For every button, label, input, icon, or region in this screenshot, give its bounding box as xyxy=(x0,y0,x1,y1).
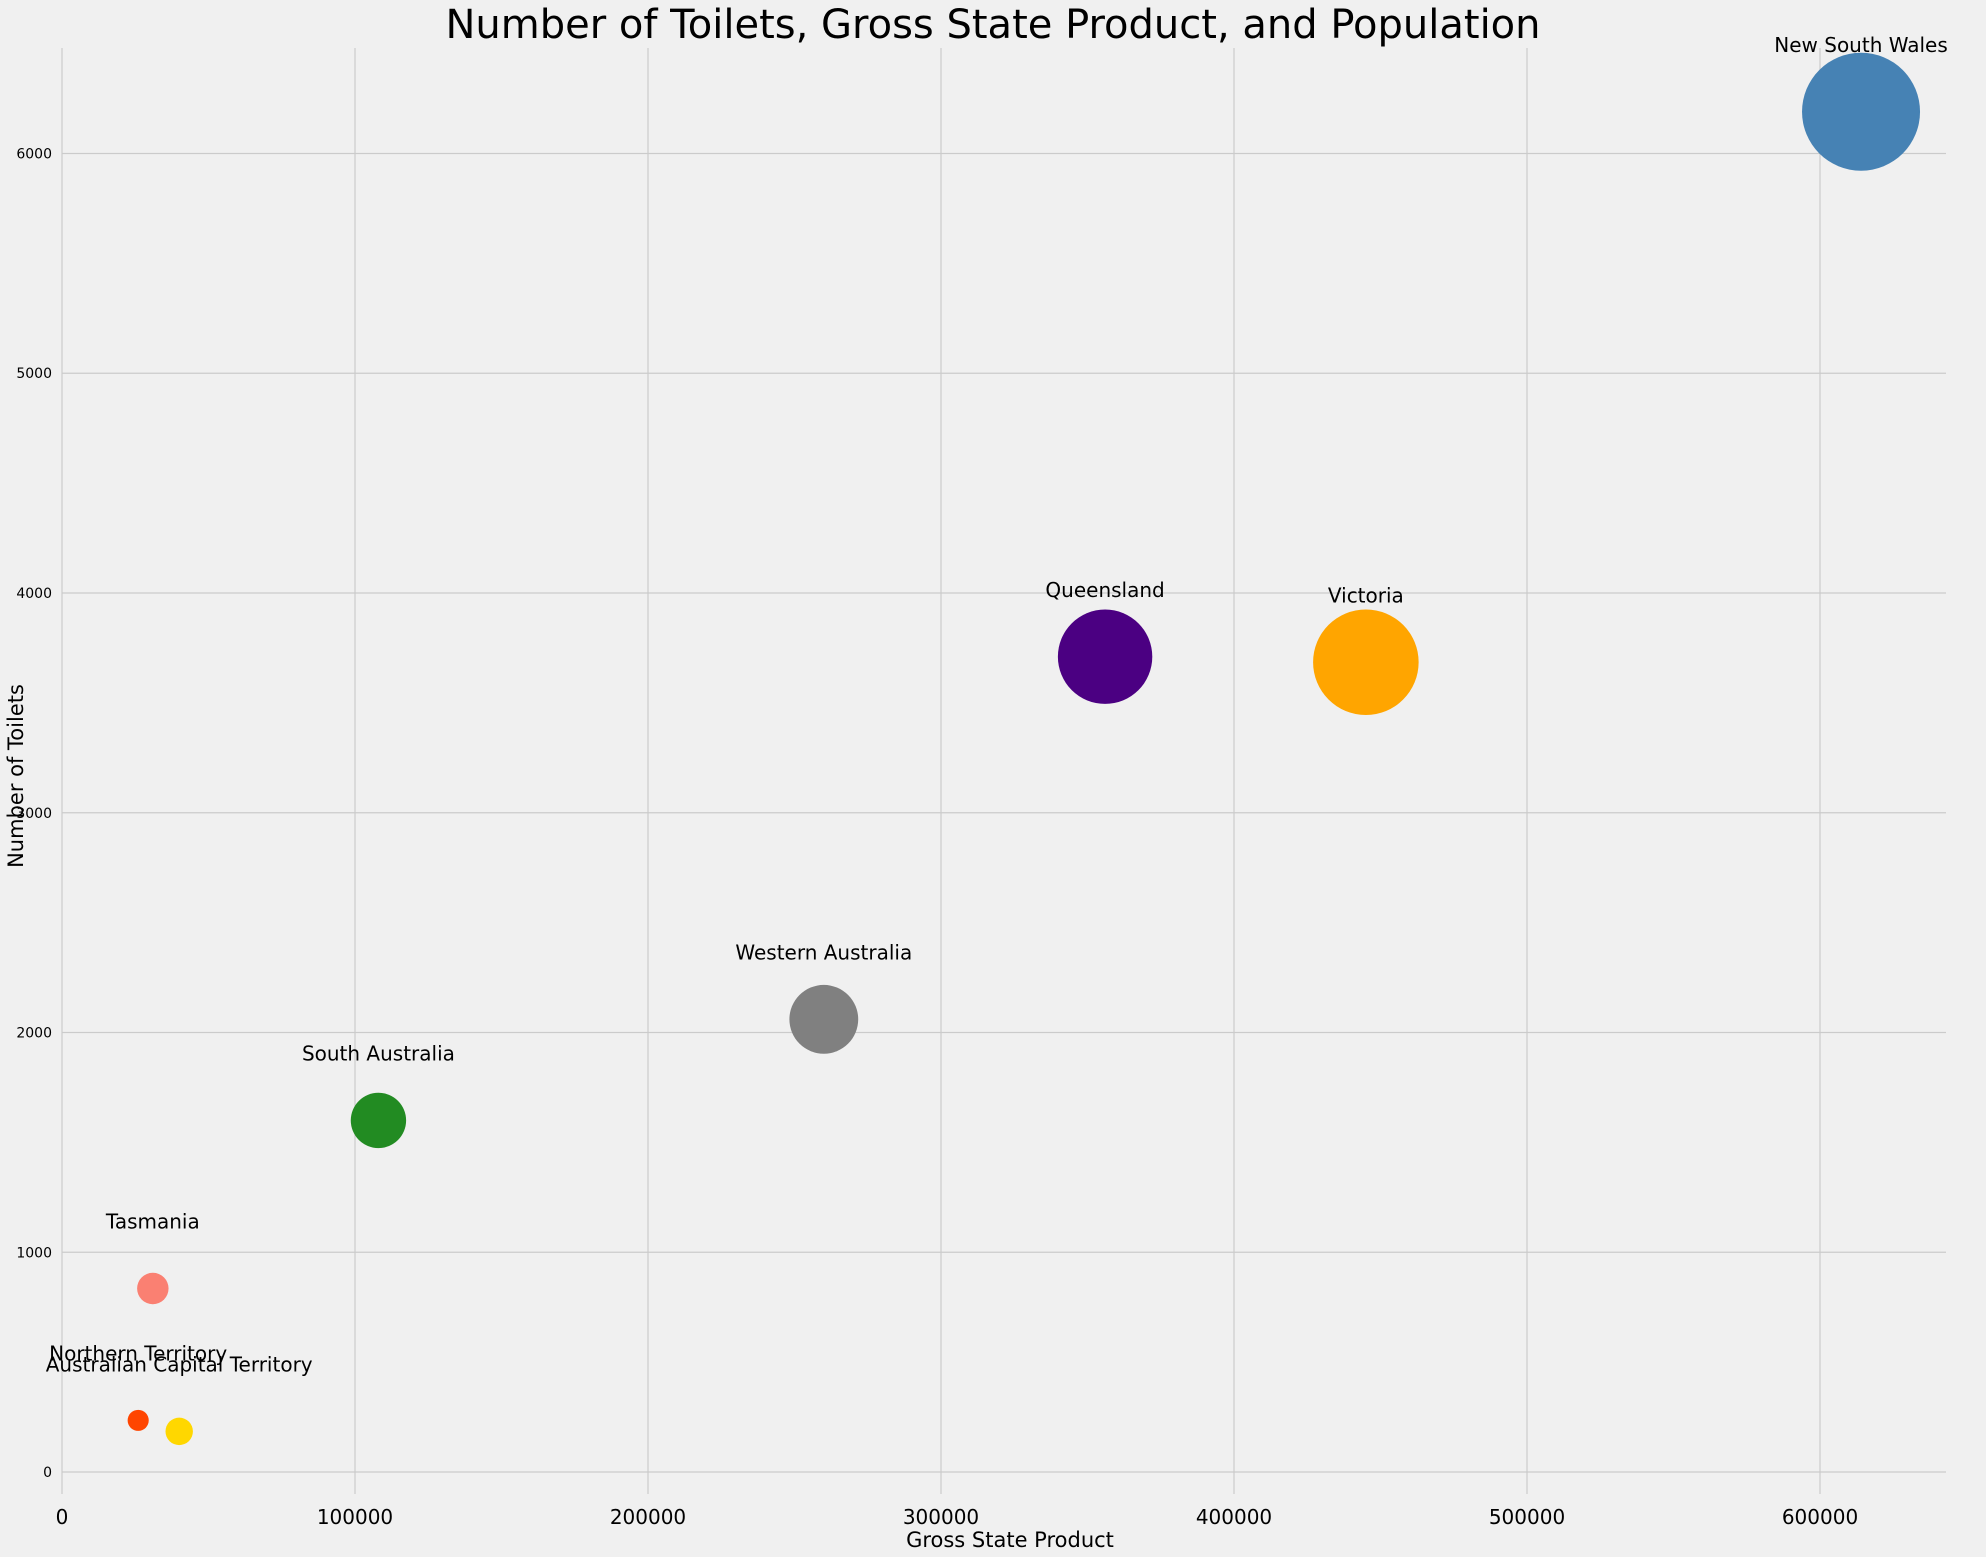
bubble-label: New South Wales xyxy=(1774,33,1948,57)
x-axis-label: Gross State Product xyxy=(906,1528,1114,1552)
y-tick-label: 0 xyxy=(43,1465,52,1481)
bubble-label: Tasmania xyxy=(105,1210,200,1234)
bubble xyxy=(127,1409,149,1431)
y-tick-label: 2000 xyxy=(16,1026,52,1042)
bubbles xyxy=(127,52,1921,1446)
bubble xyxy=(789,984,859,1054)
x-tick-label: 500000 xyxy=(1489,1505,1565,1529)
bubble xyxy=(350,1092,407,1149)
bubble-label: Queensland xyxy=(1045,578,1164,602)
y-tick-label: 1000 xyxy=(16,1245,52,1261)
chart-title: Number of Toilets, Gross State Product, … xyxy=(445,2,1540,48)
y-tick-label: 4000 xyxy=(16,586,52,602)
bubble-label: Australian Capital Territory xyxy=(46,1352,313,1376)
x-tick-label: 0 xyxy=(56,1505,69,1529)
bubble-labels: New South Wales Victoria Queensland Western… xyxy=(46,33,1948,1377)
bubble xyxy=(1057,609,1153,704)
bubble xyxy=(137,1272,169,1305)
bubble xyxy=(1313,609,1419,715)
x-tick-label: 300000 xyxy=(903,1505,979,1529)
y-axis-label: Number of Toilets xyxy=(4,684,28,868)
bubble xyxy=(1802,52,1921,171)
bubble-label: Northern Territory xyxy=(49,1341,227,1365)
x-tick-label: 100000 xyxy=(317,1505,393,1529)
x-tick-label: 200000 xyxy=(610,1505,686,1529)
bubble-label: Western Australia xyxy=(735,940,912,964)
y-tick-label: 6000 xyxy=(16,146,52,162)
grid xyxy=(61,48,1946,1494)
tick-labels: 0 100000 200000 300000 400000 500000 600000 0 10… xyxy=(16,146,1858,1529)
bubble xyxy=(165,1417,193,1446)
bubble-label: Victoria xyxy=(1328,583,1404,607)
x-tick-label: 400000 xyxy=(1196,1505,1272,1529)
bubble-label: South Australia xyxy=(302,1041,455,1065)
y-tick-label: 5000 xyxy=(16,366,52,382)
x-tick-label: 600000 xyxy=(1782,1505,1858,1529)
y-tick-label: 3000 xyxy=(16,806,52,822)
